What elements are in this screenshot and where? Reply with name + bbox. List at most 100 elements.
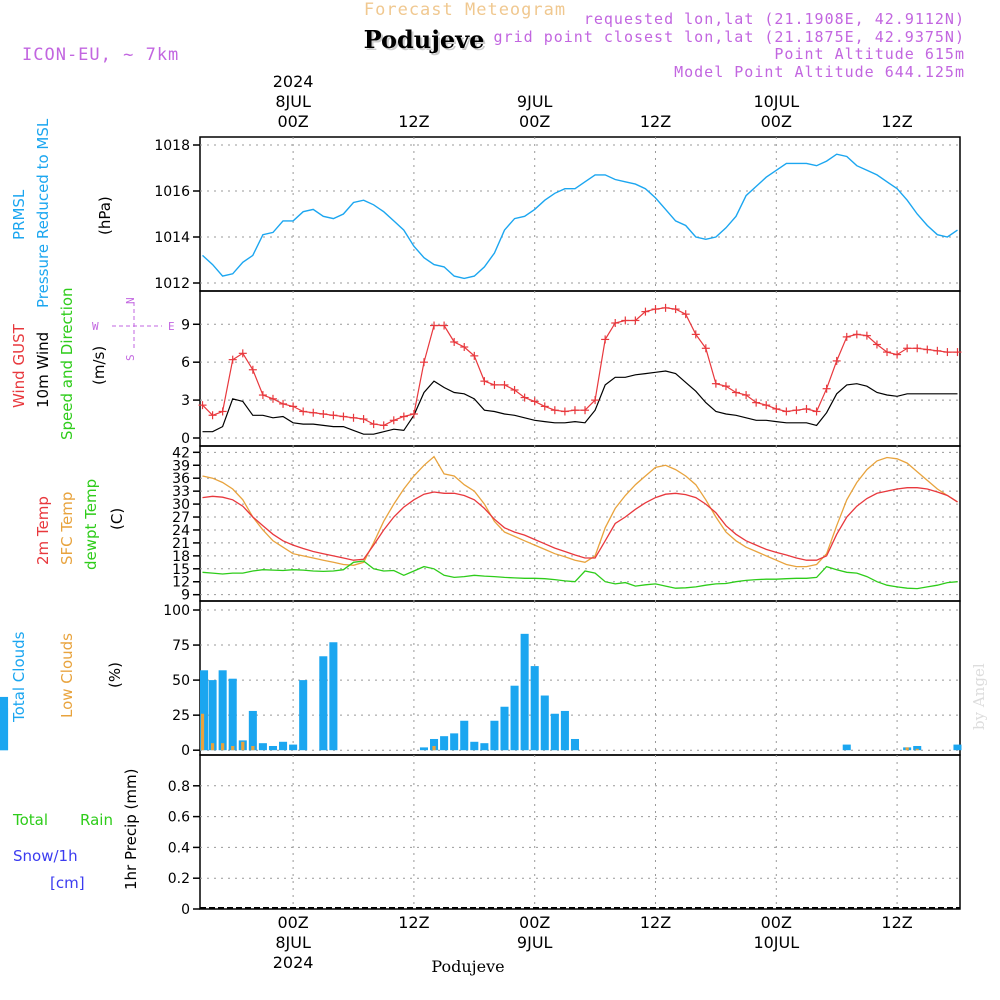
pressure-label-msl: Pressure Reduced to MSL [34, 118, 52, 308]
total-cloud-bar [329, 642, 338, 751]
temperature-ytick-label: 24 [172, 523, 190, 539]
total-cloud-bar [258, 743, 267, 751]
compass-s: S [124, 354, 137, 361]
total-cloud-bar [913, 745, 922, 751]
requested-point: requested lon,lat (21.1908E, 42.9112N) [584, 10, 965, 28]
wind-panel-labels: Wind GUST 10m Wind Speed and Direction (… [10, 287, 175, 440]
top-time-label: 00Z [277, 112, 308, 131]
precip-ytick-label: 0.6 [168, 810, 190, 826]
top-time-label: 10JUL [753, 92, 799, 111]
temp-2m-line [202, 487, 958, 561]
bottom-time-label: 8JUL [275, 933, 311, 952]
pressure-label-prmsl: PRMSL [10, 189, 28, 240]
sfc-temp-line [202, 455, 958, 568]
wind-ytick-label: 0 [181, 431, 190, 447]
wind-ytick-label: 6 [181, 355, 190, 371]
temperature-panel-frame [199, 445, 961, 602]
clouds-ytick-label: 75 [172, 638, 190, 654]
total-cloud-bar [279, 741, 288, 751]
temperature-ytick-label: 33 [172, 484, 190, 500]
top-time-label: 2024 [273, 72, 314, 91]
precip-ytick-label: 0 [181, 902, 190, 918]
wind-gust-line [202, 307, 958, 427]
compass-e: E [168, 320, 175, 333]
total-cloud-bar [299, 680, 308, 751]
low-cloud-bar [210, 743, 215, 751]
total-cloud-bar [319, 656, 328, 751]
low-cloud-bar [200, 713, 205, 751]
temperature-ytick-label: 21 [172, 536, 190, 552]
wind-label-speed-dir: Speed and Direction [58, 287, 76, 440]
top-time-label: 12Z [398, 112, 429, 131]
bottom-time-label: 9JUL [517, 933, 553, 952]
super-title: Forecast Meteogram [364, 0, 566, 20]
clouds-plot [0, 633, 962, 751]
total-cloud-bar [560, 710, 569, 751]
total-cloud-bar [419, 747, 428, 751]
low-cloud-bar [221, 743, 225, 751]
pressure-panel-labels: PRMSL Pressure Reduced to MSL (hPa) [10, 118, 114, 308]
clouds-label-low: Low Clouds [58, 633, 76, 718]
total-cloud-bar [289, 744, 298, 751]
pressure-plot [202, 153, 958, 280]
bottom-time-label: 12Z [881, 913, 912, 932]
precip-label-cm: [cm] [50, 874, 85, 892]
bottom-time-label: 00Z [277, 913, 308, 932]
temperature-ytick-label: 12 [172, 575, 190, 591]
wind-ytick-label: 9 [181, 317, 190, 333]
bottom-time-label: 10JUL [753, 933, 799, 952]
bottom-time-label: 00Z [519, 913, 550, 932]
wind-label-gust: Wind GUST [10, 323, 28, 408]
footer-location: Podujeve [431, 957, 504, 976]
precip-label-snow: Snow/1h [13, 847, 78, 865]
temperature-panel-labels: 2m Temp SFC Temp dewpt Temp (C) [34, 479, 126, 570]
wind-label-10m: 10m Wind [34, 332, 52, 408]
clouds-panel-labels: Total Clouds Low Clouds (%) [10, 631, 124, 723]
low-cloud-bar [241, 741, 245, 751]
temp-label-sfc: SFC Temp [58, 492, 76, 565]
temperature-ytick-label: 36 [172, 471, 190, 487]
model-label: ICON-EU, ~ 7km [22, 45, 179, 65]
wind-ytick-label: 3 [181, 393, 190, 409]
temperature-ytick-label: 18 [172, 549, 190, 565]
wind-speed-line [202, 370, 958, 435]
clouds-ytick-label: 25 [172, 708, 190, 724]
grid-point: grid point closest lon,lat (21.1875E, 42… [494, 28, 965, 46]
point-altitude: Point Altitude 615m [774, 45, 965, 63]
location-title-front: Podujeve [364, 25, 485, 54]
total-cloud-bar [490, 720, 499, 751]
precip-ytick-label: 0.8 [168, 779, 190, 795]
bottom-time-label: 2024 [273, 953, 314, 972]
bottom-time-label: 00Z [761, 913, 792, 932]
clouds-panel-frame [199, 600, 961, 756]
model-altitude: Model Point Altitude 644.125m [674, 63, 965, 81]
compass-n: N [124, 297, 137, 304]
low-cloud-bar [915, 748, 919, 751]
precip-ytick-label: 0.2 [168, 871, 190, 887]
top-time-label: 00Z [761, 112, 792, 131]
top-time-label: 00Z [519, 112, 550, 131]
top-time-label: 9JUL [517, 92, 553, 111]
temperature-ytick-label: 39 [172, 458, 190, 474]
total-cloud-bar [460, 720, 469, 751]
total-cloud-bar [208, 680, 217, 751]
total-cloud-bar [480, 743, 489, 751]
total-cloud-bar [570, 738, 579, 751]
temperature-ytick-label: 27 [172, 510, 190, 526]
low-cloud-bar [432, 745, 436, 751]
pressure-line [202, 153, 958, 280]
total-cloud-bar [218, 670, 227, 751]
total-cloud-bar [228, 678, 237, 751]
total-cloud-bar [550, 713, 559, 751]
temperature-ytick-label: 15 [172, 562, 190, 578]
low-cloud-bar [905, 747, 909, 751]
total-cloud-bar [268, 745, 278, 751]
total-cloud-bar [470, 741, 479, 751]
clouds-ytick-label: 0 [181, 743, 190, 759]
precip-ytick-label: 0.4 [168, 840, 190, 856]
temp-label-2m: 2m Temp [34, 496, 52, 565]
total-cloud-bar [953, 744, 962, 751]
